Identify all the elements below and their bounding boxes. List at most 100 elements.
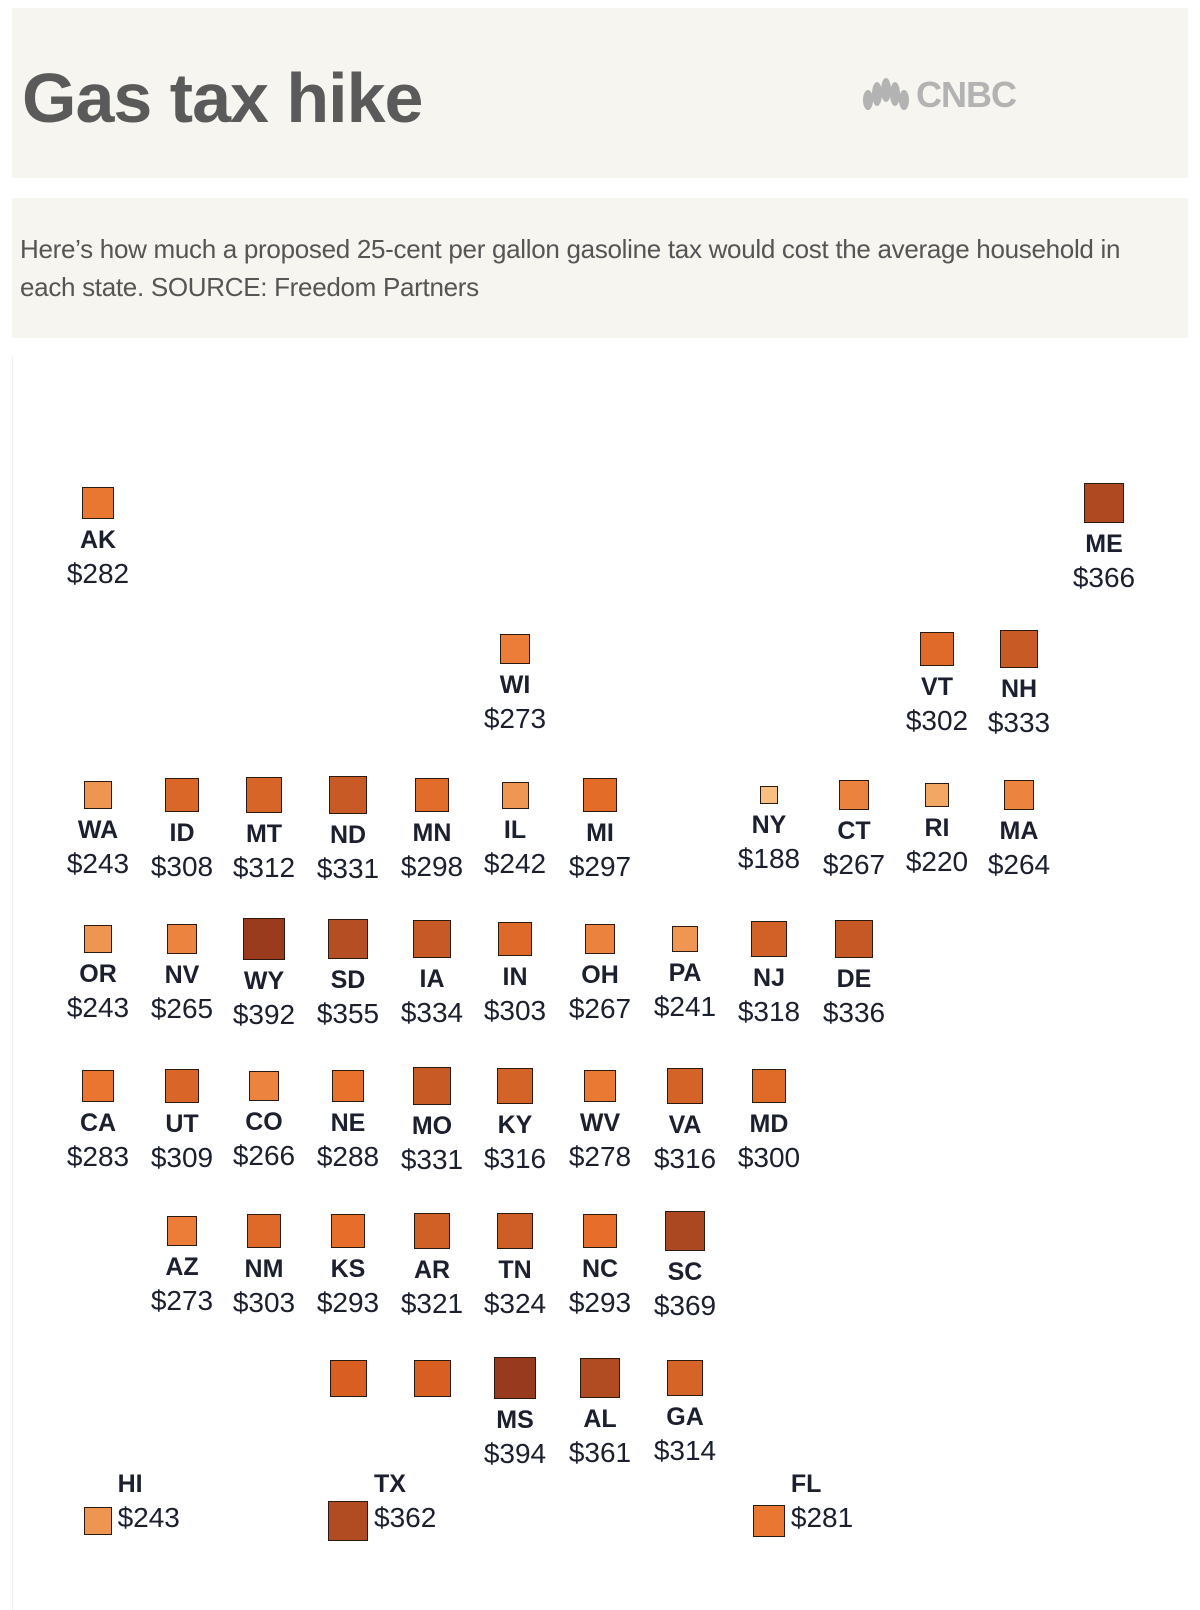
state-code: KY [497,1110,533,1139]
state-label: CA $283 [53,1108,143,1176]
state-value: $266 [232,1140,296,1172]
state-label: OH $267 [555,960,645,1028]
state-label: TX $362 [374,1469,464,1537]
state-value: $302 [905,705,969,737]
state-label: AL $361 [555,1404,645,1472]
state-code: WI [499,671,531,700]
state-code: MT [245,819,283,848]
state-tile-nm [246,1213,282,1249]
state-tile-ny [759,785,779,805]
state-tile-vt [919,631,955,667]
state-value: $309 [150,1142,214,1174]
state-label: NV $265 [137,960,227,1028]
state-label: TN $324 [470,1255,560,1323]
state-value: $273 [150,1285,214,1317]
state-value: $265 [150,992,214,1024]
state-label: AK $282 [53,525,143,593]
state-code: AL [583,1404,617,1433]
state-code: TN [498,1256,532,1285]
logo-text: CNBC [916,74,1017,115]
cnbc-logo: CNBC [862,74,1017,116]
state-value: $321 [400,1288,464,1320]
state-code: CT [837,817,871,846]
state-label: WV $278 [555,1108,645,1176]
state-tile-wi [499,633,531,665]
state-value: $303 [232,1287,296,1319]
state-label: IA $334 [387,964,477,1032]
state-label: AZ $273 [137,1252,227,1320]
state-value: $394 [483,1438,547,1470]
state-label: WY $392 [219,966,309,1034]
state-value: $333 [987,706,1051,738]
state-code: FL [790,1470,822,1498]
state-tile-wv [584,1070,616,1102]
state-value: $288 [316,1141,380,1173]
state-code: MO [411,1111,453,1140]
state-code: ME [1085,530,1123,559]
state-tile-ca [81,1069,115,1103]
state-tile-ia [413,920,451,958]
state-code: CO [245,1108,283,1137]
state-value: $316 [483,1142,547,1174]
state-value: $316 [653,1142,717,1174]
state-value: $243 [66,847,130,879]
state-value: $324 [483,1288,547,1320]
state-label: IL $242 [470,815,560,883]
state-tile-ms [493,1356,537,1400]
state-label: MD $300 [724,1109,814,1177]
state-code: NH [1000,674,1038,703]
state-code: WA [77,815,119,844]
state-tile-va [667,1068,703,1104]
state-code: MA [999,816,1039,845]
state-tile-mn [415,778,449,812]
state-tile-tn [496,1212,534,1250]
state-value: $188 [737,843,801,875]
state-tile-nh [1000,630,1038,668]
state-value: $273 [483,703,547,735]
state-tile-nj [751,921,787,957]
state-code: OR [79,959,117,988]
state-tile-tx [327,1500,369,1542]
state-label: MT $312 [219,819,309,887]
state-label: NC $293 [555,1254,645,1322]
state-label: SC $369 [640,1257,730,1325]
state-tile-ak [82,487,114,519]
state-value: $283 [66,1141,130,1173]
state-tile-mt [246,777,282,813]
state-tile-wa [84,781,112,809]
state-label: NM $303 [219,1254,309,1322]
state-value: $243 [66,991,130,1023]
state-label: MN $298 [387,818,477,886]
state-value: $298 [400,850,464,882]
state-code: NC [581,1254,619,1283]
state-value: $336 [822,996,886,1028]
state-label: CO $266 [219,1107,309,1175]
state-value: $300 [737,1141,801,1173]
state-label: NH $333 [974,674,1064,742]
state-tile-sc [664,1210,706,1252]
state-value: $241 [653,991,717,1023]
state-value: $220 [905,845,969,877]
state-tile-nc [583,1214,617,1248]
state-code: WV [579,1108,621,1137]
state-label: MA $264 [974,816,1064,884]
state-tile-wy [242,917,286,961]
state-label: DE $336 [809,964,899,1032]
state-code: KS [330,1254,366,1283]
state-value: $318 [737,995,801,1027]
state-code: DE [836,964,872,993]
state-label: VT $302 [892,672,982,740]
state-code: HI [117,1470,143,1498]
state-tile-ma [1004,780,1034,810]
state-value: $243 [117,1502,180,1533]
state-value: $362 [374,1502,437,1533]
state-code: AK [79,525,117,554]
state-code: OH [581,961,619,990]
peacock-icon [863,78,909,110]
state-value: $267 [568,993,632,1025]
state-tile-de [835,920,873,958]
state-value: $366 [1072,562,1136,594]
state-label: VA $316 [640,1110,730,1178]
state-label: WA $243 [53,815,143,883]
state-code: SC [667,1258,703,1287]
